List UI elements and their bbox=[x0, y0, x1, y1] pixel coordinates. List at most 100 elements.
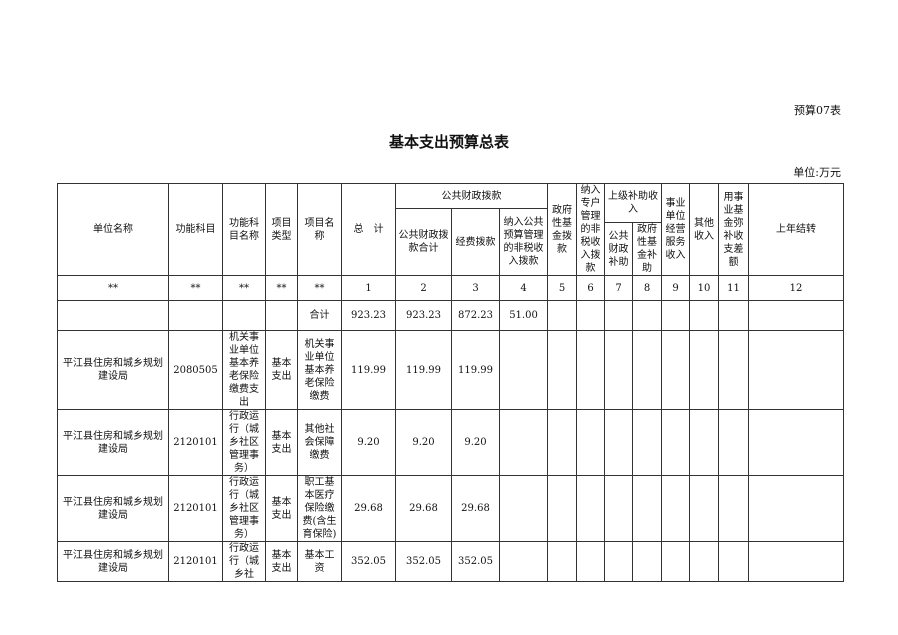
cell-unit: 平江县住房和城乡规划建设局 bbox=[57, 541, 169, 582]
cell-empty bbox=[632, 475, 663, 542]
header-pf-nontax: 纳入公共预算管理的非税收入拨款 bbox=[498, 208, 549, 276]
column-number: ** bbox=[57, 275, 169, 301]
cell-empty bbox=[498, 541, 549, 582]
cell-total: 29.68 bbox=[341, 475, 396, 542]
cell-empty bbox=[604, 541, 634, 582]
cell-empty bbox=[718, 330, 750, 410]
header-business-income: 事业单位经营服务收入 bbox=[661, 183, 691, 276]
header-special-nontax: 纳入专户管理的非税收入拨款 bbox=[576, 183, 606, 276]
cell-code: 2120101 bbox=[168, 409, 223, 476]
cell-empty bbox=[748, 409, 845, 476]
cell-pf-funds: 119.99 bbox=[451, 330, 500, 410]
cell-total: 9.20 bbox=[341, 409, 396, 476]
header-sub-gov-fund: 政府性基金补助 bbox=[632, 222, 663, 276]
column-number: 1 bbox=[341, 275, 396, 301]
table-row: 平江县住房和城乡规划建设局 2120101 行政运行（城乡社区管理事务） 基本支出 职工… bbox=[57, 475, 845, 542]
column-number: 9 bbox=[661, 275, 691, 301]
header-pf-funds: 经费拨款 bbox=[451, 208, 500, 276]
header-sub-public: 公共财政补助 bbox=[604, 222, 634, 276]
column-number: 8 bbox=[632, 275, 663, 301]
total-pf-nontax: 51.00 bbox=[498, 300, 549, 331]
cell-func-name: 机关事业单位基本养老保险缴费支出 bbox=[222, 330, 266, 410]
cell-unit: 平江县住房和城乡规划建设局 bbox=[57, 475, 169, 542]
cell-pf-total: 352.05 bbox=[395, 541, 452, 582]
header-unit-name: 单位名称 bbox=[57, 183, 169, 276]
header-func-code: 功能科目 bbox=[168, 183, 223, 276]
cell-proj: 基本工资 bbox=[297, 541, 342, 582]
header-proj-name: 项目名称 bbox=[297, 183, 342, 276]
cell-empty bbox=[689, 330, 720, 410]
column-number: 12 bbox=[748, 275, 845, 301]
header-superior-subsidy: 上级补助收入 bbox=[604, 183, 663, 223]
cell-code: 2120101 bbox=[168, 475, 223, 542]
cell-proj: 机关事业单位基本养老保险缴费 bbox=[297, 330, 342, 410]
header-pf-total: 公共财政拨款合计 bbox=[395, 208, 452, 276]
header-total: 总 计 bbox=[341, 183, 396, 276]
cell-unit: 平江县住房和城乡规划建设局 bbox=[57, 330, 169, 410]
cell-empty bbox=[718, 541, 750, 582]
cell-empty bbox=[689, 541, 720, 582]
cell-empty bbox=[632, 330, 663, 410]
cell-type: 基本支出 bbox=[265, 541, 298, 582]
table-row: 平江县住房和城乡规划建设局 2120101 行政运行（城乡社区管理事务） 基本支出 其他… bbox=[57, 409, 845, 476]
cell-empty bbox=[604, 409, 634, 476]
column-number-row: ** ** ** ** ** 1 2 3 4 5 6 7 8 9 10 11 12 bbox=[57, 275, 845, 301]
column-number: 5 bbox=[547, 275, 578, 301]
cell-pf-funds: 29.68 bbox=[451, 475, 500, 542]
header-carryover: 上年结转 bbox=[748, 183, 845, 276]
table-row: 平江县住房和城乡规划建设局 2080505 机关事业单位基本养老保险缴费支出 基本支出… bbox=[57, 330, 845, 410]
cell-empty bbox=[661, 541, 691, 582]
cell-empty bbox=[718, 409, 750, 476]
cell-empty bbox=[576, 541, 606, 582]
total-pf-funds: 872.23 bbox=[451, 300, 500, 331]
cell-empty bbox=[632, 541, 663, 582]
budget-table: 单位名称 功能科目 功能科目名称 项目类型 项目名称 总 计 公共财政拨款 政府… bbox=[57, 183, 845, 582]
header-other-income: 其他收入 bbox=[689, 183, 720, 276]
column-number: 11 bbox=[718, 275, 750, 301]
column-number: 7 bbox=[604, 275, 634, 301]
unit-label: 单位:万元 bbox=[793, 166, 841, 179]
cell-func-name: 行政运行（城乡社区管理事务） bbox=[222, 409, 266, 476]
total-label: 合计 bbox=[297, 300, 342, 331]
cell-empty bbox=[498, 409, 549, 476]
column-number: 10 bbox=[689, 275, 720, 301]
header-func-name: 功能科目名称 bbox=[222, 183, 266, 276]
cell-empty bbox=[498, 475, 549, 542]
total-row: 合计 923.23 923.23 872.23 51.00 bbox=[57, 300, 845, 331]
total-total: 923.23 bbox=[341, 300, 396, 331]
column-number: 6 bbox=[576, 275, 606, 301]
cell-proj: 职工基本医疗保险缴费(含生育保险) bbox=[297, 475, 342, 542]
column-number: 3 bbox=[451, 275, 500, 301]
cell-func-name: 行政运行（城乡社区管理事务） bbox=[222, 475, 266, 542]
cell-empty bbox=[748, 330, 845, 410]
cell-empty bbox=[498, 330, 549, 410]
form-number: 预算07表 bbox=[794, 104, 841, 117]
column-number: 2 bbox=[395, 275, 452, 301]
cell-empty bbox=[661, 330, 691, 410]
column-number: ** bbox=[168, 275, 223, 301]
cell-proj: 其他社会保障缴费 bbox=[297, 409, 342, 476]
cell-empty bbox=[689, 409, 720, 476]
cell-empty bbox=[661, 409, 691, 476]
cell-pf-total: 29.68 bbox=[395, 475, 452, 542]
cell-total: 352.05 bbox=[341, 541, 396, 582]
cell-pf-total: 9.20 bbox=[395, 409, 452, 476]
header-proj-type: 项目类型 bbox=[265, 183, 298, 276]
cell-empty bbox=[661, 475, 691, 542]
cell-empty bbox=[576, 330, 606, 410]
column-number: 4 bbox=[498, 275, 549, 301]
cell-empty bbox=[547, 409, 578, 476]
cell-empty bbox=[547, 475, 578, 542]
cell-func-name: 行政运行（城乡社 bbox=[222, 541, 266, 582]
cell-empty bbox=[604, 330, 634, 410]
column-number: ** bbox=[222, 275, 266, 301]
header-row: 单位名称 功能科目 功能科目名称 项目类型 项目名称 总 计 公共财政拨款 政府… bbox=[57, 183, 845, 276]
cell-unit: 平江县住房和城乡规划建设局 bbox=[57, 409, 169, 476]
cell-empty bbox=[576, 409, 606, 476]
header-fund-offset: 用事业基金弥补收支差额 bbox=[718, 183, 750, 276]
cell-empty bbox=[576, 475, 606, 542]
cell-code: 2080505 bbox=[168, 330, 223, 410]
header-public-finance: 公共财政拨款 bbox=[394, 183, 549, 209]
column-number: ** bbox=[297, 275, 342, 301]
cell-total: 119.99 bbox=[341, 330, 396, 410]
